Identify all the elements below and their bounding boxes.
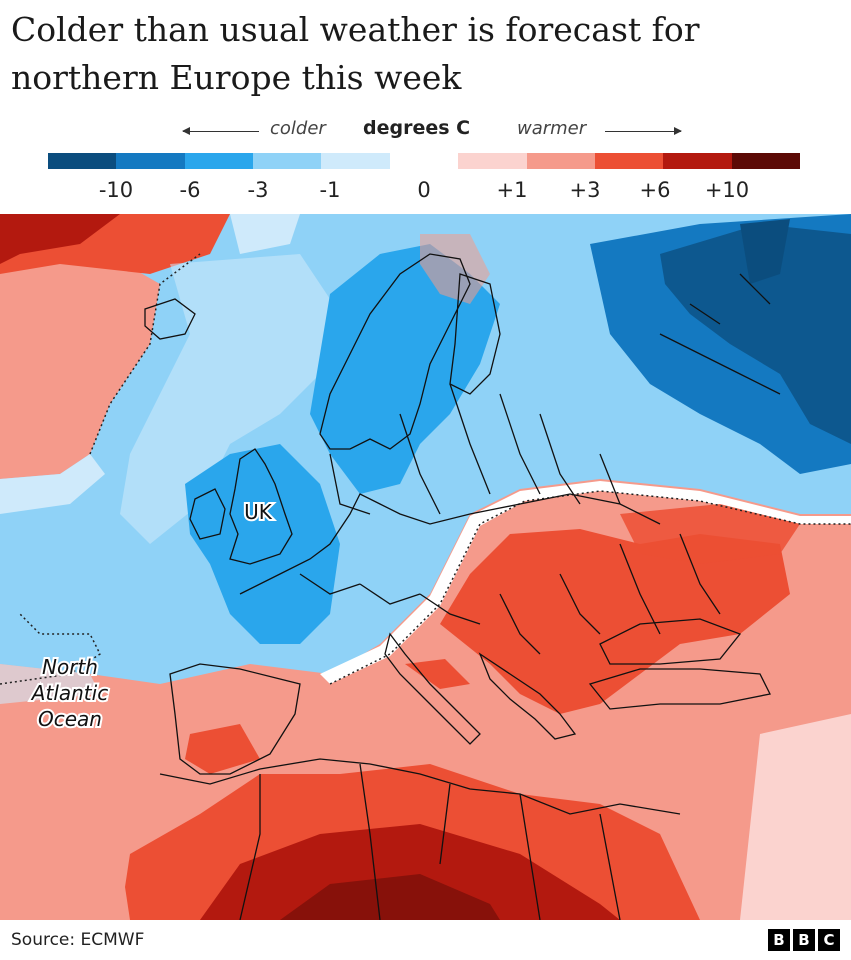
ocean-pale-patch xyxy=(120,254,340,544)
logo-letter: B xyxy=(768,929,790,951)
tick-label: -6 xyxy=(179,178,201,202)
color-swatch xyxy=(321,153,390,169)
balkan-red-core xyxy=(440,529,790,714)
russia-deep-blue xyxy=(660,224,851,444)
tick-label: +6 xyxy=(639,178,671,202)
atlantic-pale-band xyxy=(0,454,105,514)
right-arrow-icon xyxy=(605,127,682,135)
coastlines xyxy=(144,253,781,920)
ocean-label-line: Ocean xyxy=(38,707,102,731)
page-title: Colder than usual weather is forecast fo… xyxy=(11,10,700,97)
atlantic-warm-zone xyxy=(0,244,160,479)
source-credit: Source: ECMWF xyxy=(11,930,145,950)
ocean-label-line: North xyxy=(42,655,98,679)
color-swatch xyxy=(731,153,800,169)
legend-header: colder degrees C warmer xyxy=(0,117,851,143)
zero-band xyxy=(320,481,851,684)
left-arrow-icon xyxy=(182,127,259,135)
italy-red xyxy=(405,659,470,689)
tick-label: +10 xyxy=(704,178,750,202)
sahara-maroon xyxy=(280,874,500,920)
zero-contour-atlantic xyxy=(89,253,201,455)
sahara-dark-red xyxy=(200,824,620,920)
scandinavia-blue xyxy=(310,244,500,494)
ocean-label-line: Atlantic xyxy=(30,681,108,705)
color-swatch xyxy=(48,153,117,169)
russia-deepest-blue xyxy=(740,219,790,284)
color-swatch xyxy=(526,153,595,169)
color-swatch xyxy=(458,153,527,169)
colder-label: colder xyxy=(270,118,326,139)
logo-letter: C xyxy=(818,929,840,951)
anomaly-map: UK North Atlantic Ocean xyxy=(0,214,851,920)
iberia-red xyxy=(185,724,260,774)
ocean-label: North Atlantic Ocean xyxy=(28,653,110,733)
ocean-pale-edge xyxy=(0,664,100,704)
middle-east-pale xyxy=(740,714,851,920)
ukraine-red xyxy=(620,504,800,564)
color-scale xyxy=(48,153,800,169)
color-swatch xyxy=(184,153,254,169)
west-africa-salmon xyxy=(0,814,130,920)
logo-letter: B xyxy=(793,929,815,951)
warmer-label: warmer xyxy=(517,118,587,139)
tick-label: -10 xyxy=(98,178,134,202)
units-label: degrees C xyxy=(363,117,471,139)
pale-patch xyxy=(230,214,300,254)
footer: Source: ECMWF B B C xyxy=(0,920,851,960)
color-swatch xyxy=(116,153,185,169)
color-swatch xyxy=(663,153,732,169)
uk-france-blue xyxy=(185,444,340,644)
scale-ticks: -10 -6 -3 -1 0 +1 +3 +6 +10 xyxy=(0,178,851,208)
tick-label: -1 xyxy=(319,178,341,202)
greenland-dark-red xyxy=(0,214,120,264)
tick-label: 0 xyxy=(417,178,431,202)
tick-label: +1 xyxy=(496,178,528,202)
uk-label: UK xyxy=(244,500,273,524)
color-swatch xyxy=(253,153,322,169)
color-swatch xyxy=(594,153,664,169)
tick-label: -3 xyxy=(247,178,269,202)
lapland-warm-patch xyxy=(420,234,490,304)
tick-label: +3 xyxy=(569,178,601,202)
bbc-logo: B B C xyxy=(768,929,840,951)
zero-contour xyxy=(329,490,851,685)
color-swatch xyxy=(389,153,459,169)
